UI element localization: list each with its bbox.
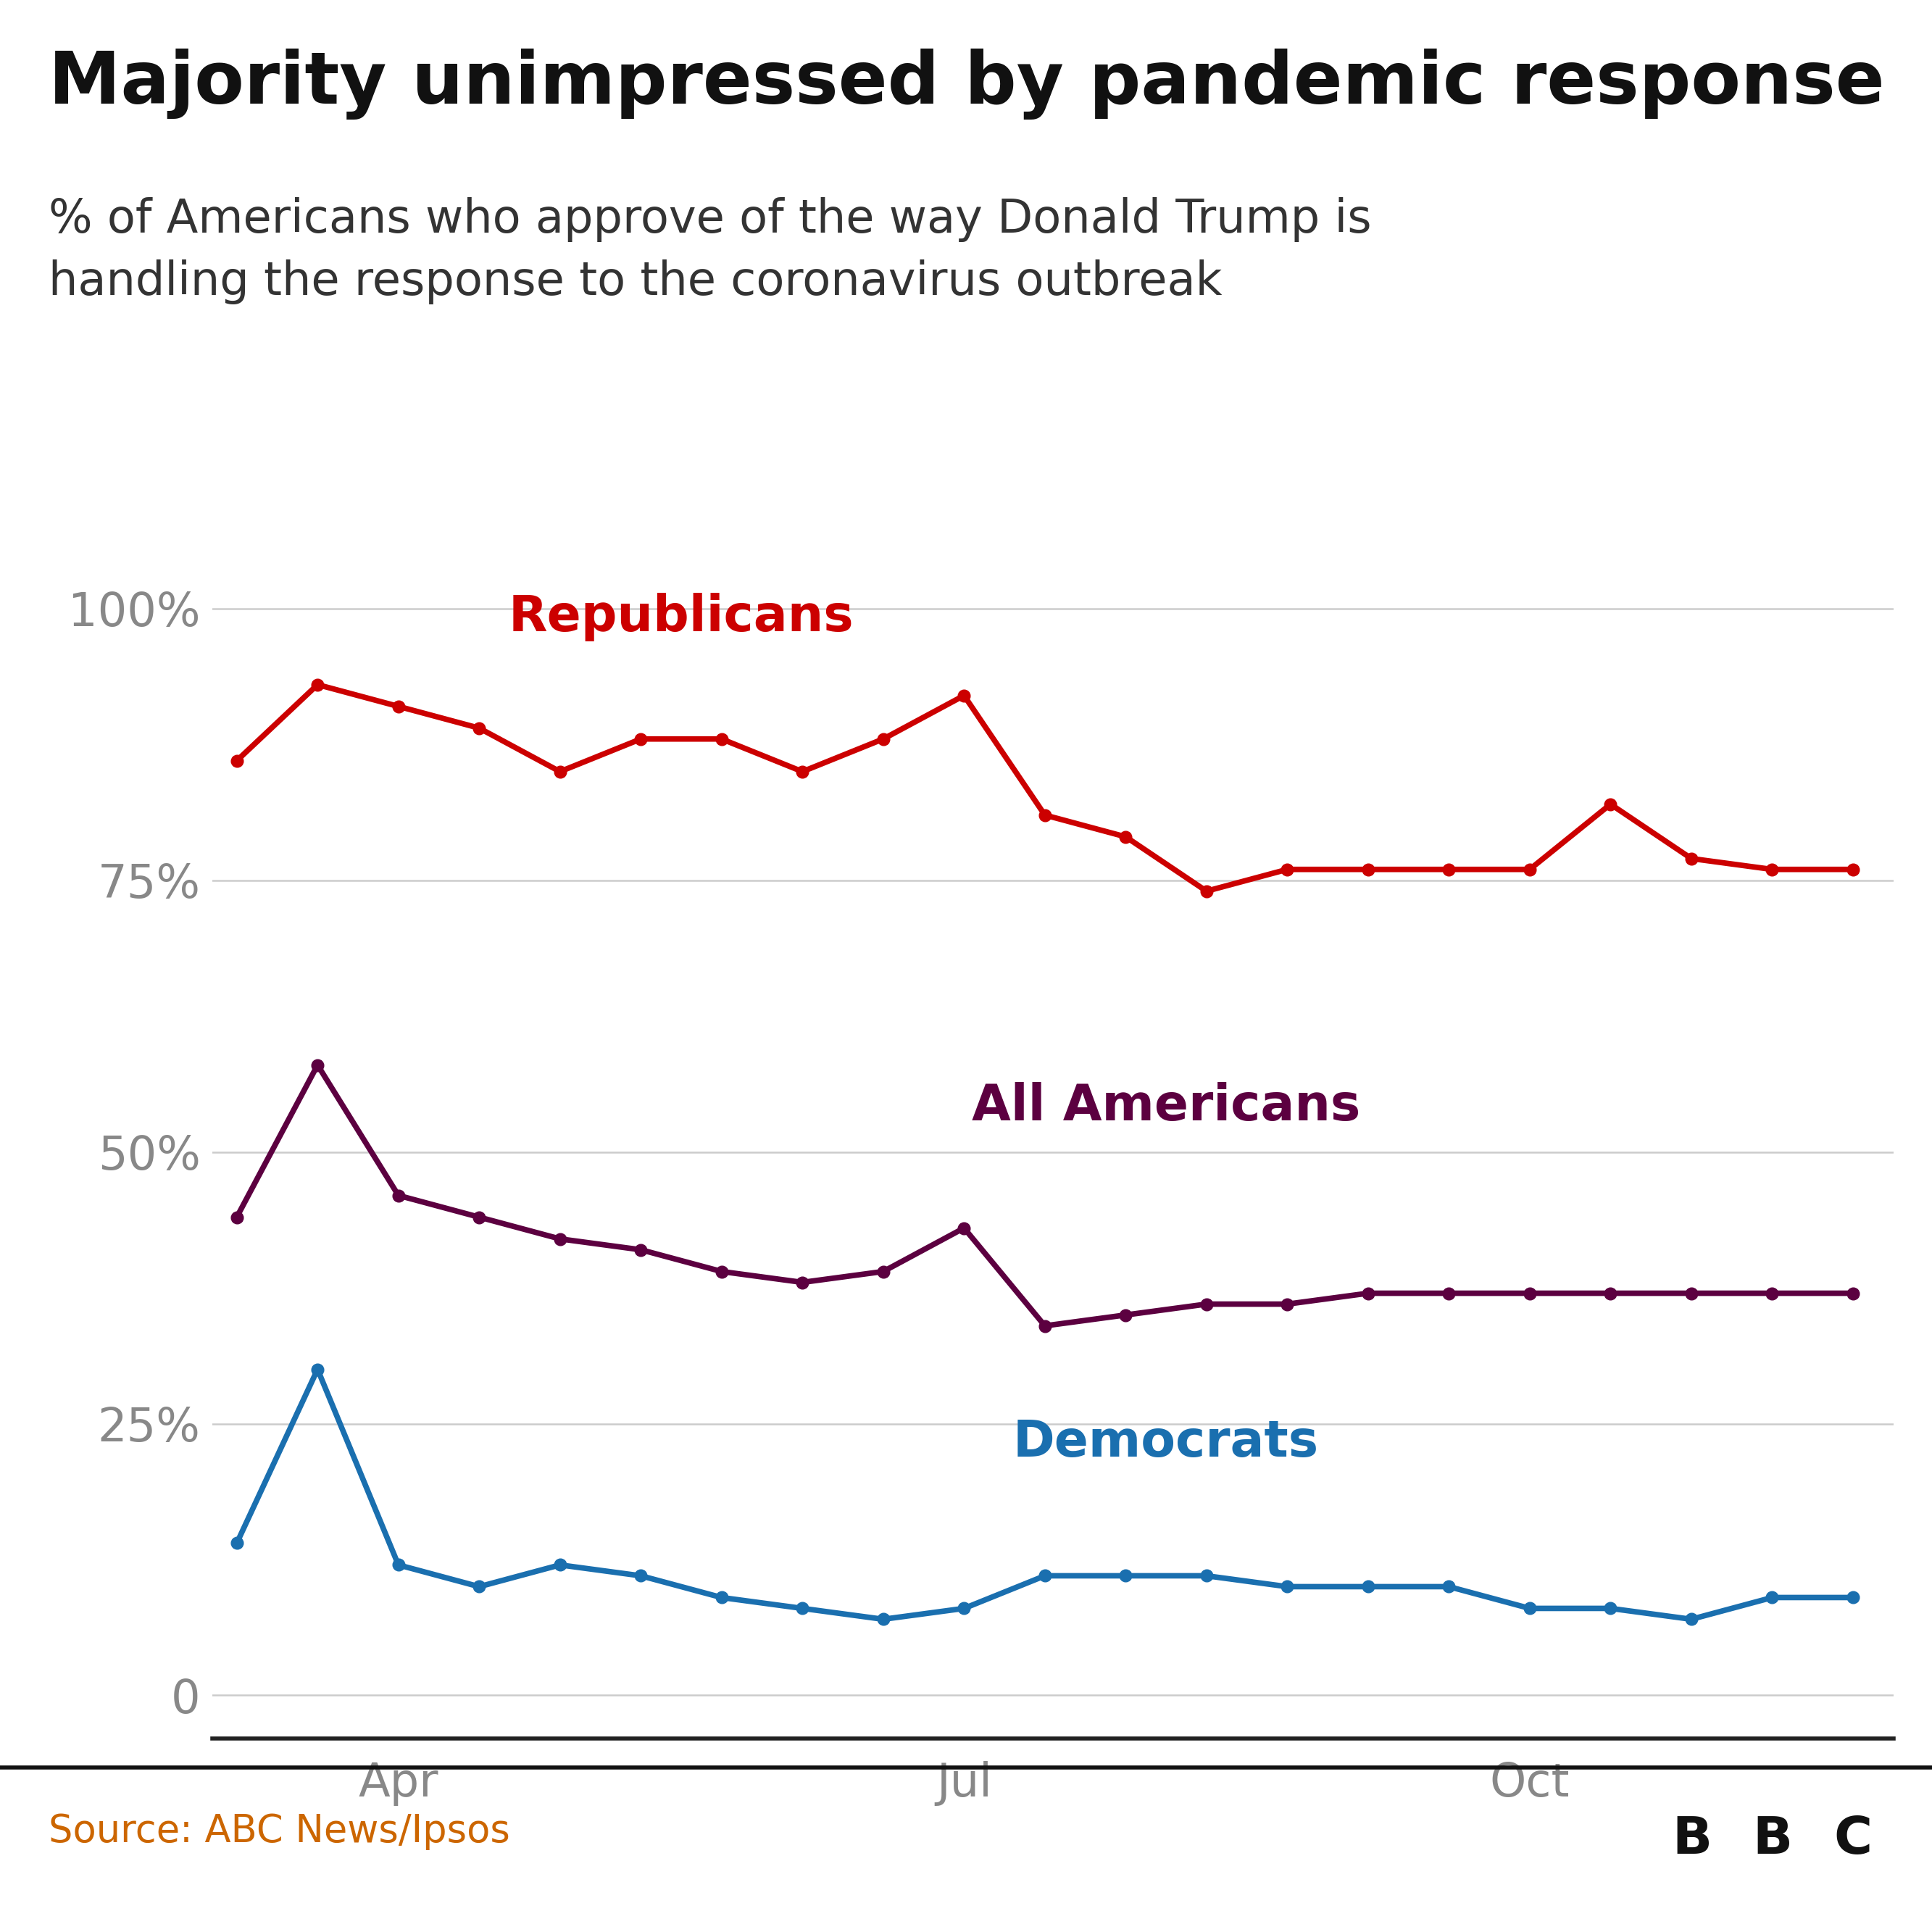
Text: Source: ABC News/Ipsos: Source: ABC News/Ipsos [48,1812,510,1851]
Text: Democrats: Democrats [1012,1418,1320,1466]
Text: B: B [1671,1814,1712,1864]
Text: B: B [1752,1814,1793,1864]
Text: All Americans: All Americans [972,1082,1360,1130]
Text: Majority unimpressed by pandemic response: Majority unimpressed by pandemic respons… [48,48,1884,120]
Bar [1737,1783,1808,1895]
Text: C: C [1833,1814,1872,1864]
Text: Republicans: Republicans [508,593,854,641]
Bar [1818,1783,1888,1895]
Text: % of Americans who approve of the way Donald Trump is
handling the response to t: % of Americans who approve of the way Do… [48,197,1372,305]
Bar [1658,1783,1727,1895]
